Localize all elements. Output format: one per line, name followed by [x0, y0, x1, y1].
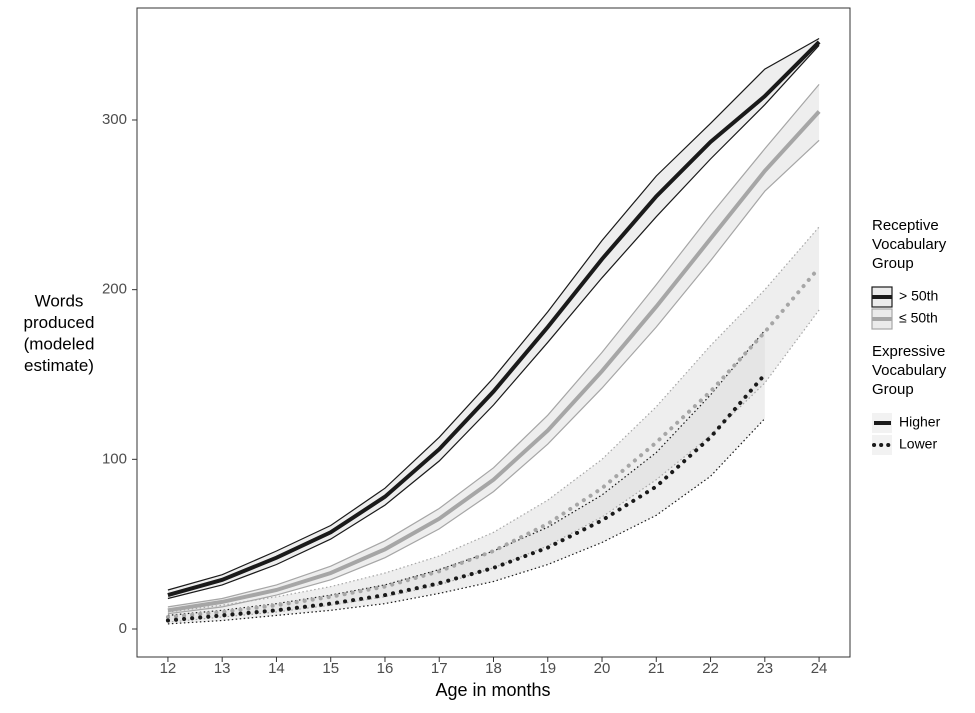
x-tick-label: 15	[322, 660, 339, 677]
band-edge	[167, 37, 820, 591]
y-tick-label: 100	[102, 450, 127, 467]
series-line	[165, 265, 822, 620]
confidence-band	[167, 226, 820, 623]
x-tick-label: 12	[160, 660, 177, 677]
plot-panel	[136, 7, 851, 658]
legend-label: ≤ 50th	[899, 310, 938, 326]
x-tick-label: 22	[702, 660, 719, 677]
series-line	[167, 110, 821, 613]
x-tick-label: 18	[485, 660, 502, 677]
series-line	[165, 372, 767, 623]
legend-label: Lower	[899, 436, 937, 452]
x-tick-label: 20	[594, 660, 611, 677]
legend-title: Group	[872, 381, 914, 398]
band-edge	[167, 139, 820, 615]
confidence-band	[167, 330, 765, 624]
band-edge	[167, 330, 766, 616]
legend-title: Receptive	[872, 217, 939, 234]
legend-title: Expressive	[872, 343, 945, 360]
y-axis-label: Words	[35, 291, 84, 310]
x-tick-label: 19	[539, 660, 556, 677]
y-axis-label: (modeled	[24, 334, 95, 353]
x-axis-label: Age in months	[435, 680, 550, 700]
legend-title: Vocabulary	[872, 362, 947, 379]
legend-label: > 50th	[899, 288, 938, 304]
confidence-band	[167, 38, 820, 599]
band-edge	[167, 44, 820, 600]
series-line	[167, 40, 821, 598]
y-tick-label: 200	[102, 281, 127, 298]
x-tick-label: 24	[811, 660, 828, 677]
legend-title: Vocabulary	[872, 236, 947, 253]
band-edge	[167, 84, 820, 608]
x-tick-label: 17	[431, 660, 448, 677]
legend-label: Higher	[899, 414, 941, 430]
x-tick-label: 13	[214, 660, 231, 677]
y-tick-label: 0	[119, 620, 127, 637]
band-edge	[167, 418, 766, 625]
legend-title: Group	[872, 255, 914, 272]
y-tick-label: 300	[102, 111, 127, 128]
x-tick-label: 14	[268, 660, 285, 677]
x-tick-label: 23	[756, 660, 773, 677]
y-axis-label: estimate)	[24, 356, 94, 375]
x-tick-label: 21	[648, 660, 665, 677]
band-edge	[167, 226, 820, 613]
y-axis-label: produced	[24, 313, 95, 332]
band-edge	[167, 309, 820, 623]
x-tick-label: 16	[377, 660, 394, 677]
